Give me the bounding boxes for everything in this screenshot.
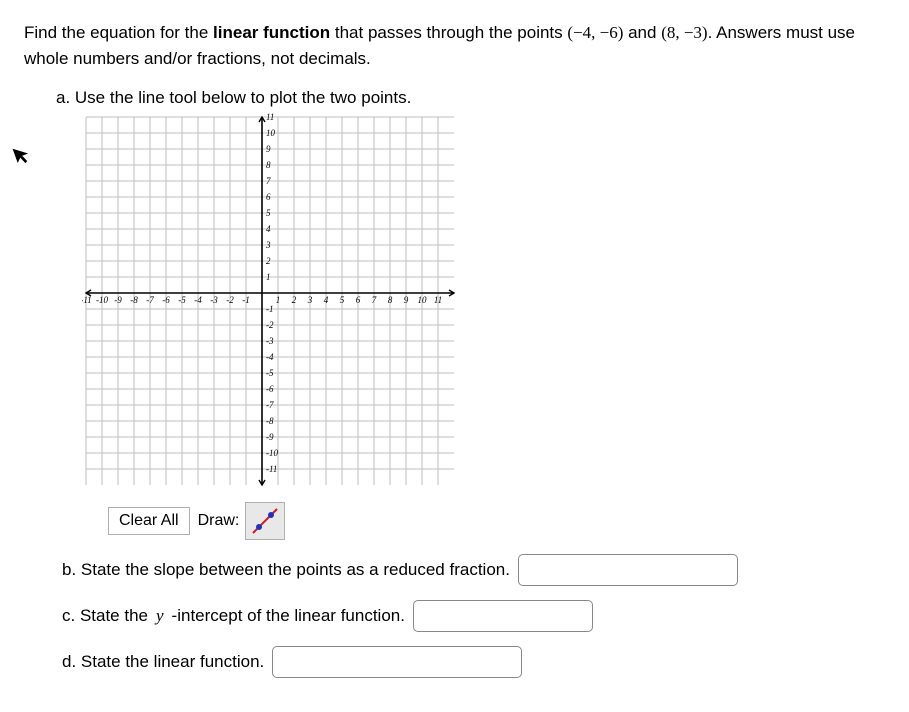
linear-function-input[interactable] [272, 646, 522, 678]
line-tool-button[interactable] [245, 502, 285, 540]
svg-text:-5: -5 [178, 295, 186, 305]
part-c: c. State the y -intercept of the linear f… [62, 600, 885, 632]
part-d-text: d. State the linear function. [62, 649, 264, 675]
svg-text:2: 2 [266, 256, 271, 266]
svg-text:-8: -8 [130, 295, 138, 305]
svg-text:10: 10 [266, 128, 276, 138]
svg-text:-10: -10 [266, 448, 278, 458]
svg-text:6: 6 [356, 295, 361, 305]
question-mid1: that passes through the points [330, 23, 567, 42]
svg-text:-6: -6 [162, 295, 170, 305]
svg-text:-2: -2 [266, 320, 274, 330]
slope-input[interactable] [518, 554, 738, 586]
svg-text:9: 9 [404, 295, 409, 305]
question-mid2: and [623, 23, 661, 42]
part-b-text: b. State the slope between the points as… [62, 557, 510, 583]
draw-label: Draw: [196, 509, 240, 533]
svg-text:-4: -4 [194, 295, 202, 305]
svg-text:-3: -3 [210, 295, 218, 305]
svg-text:8: 8 [388, 295, 393, 305]
part-d: d. State the linear function. [62, 646, 885, 678]
question-stem: Find the equation for the linear functio… [24, 20, 885, 71]
y-intercept-input[interactable] [413, 600, 593, 632]
svg-text:-9: -9 [114, 295, 122, 305]
svg-text:-1: -1 [242, 295, 250, 305]
svg-text:-6: -6 [266, 384, 274, 394]
svg-text:1: 1 [266, 272, 271, 282]
svg-text:10: 10 [418, 295, 428, 305]
svg-text:4: 4 [324, 295, 329, 305]
svg-text:-5: -5 [266, 368, 274, 378]
svg-text:-11: -11 [266, 464, 277, 474]
svg-text:5: 5 [340, 295, 345, 305]
svg-text:9: 9 [266, 144, 271, 154]
svg-text:6: 6 [266, 192, 271, 202]
svg-text:7: 7 [372, 295, 377, 305]
cursor-icon [11, 142, 36, 176]
svg-text:2: 2 [292, 295, 297, 305]
svg-text:1: 1 [276, 295, 281, 305]
question-prefix: Find the equation for the [24, 23, 213, 42]
question-point2: (8, −3) [661, 23, 707, 42]
svg-text:-4: -4 [266, 352, 274, 362]
svg-text:11: 11 [434, 295, 442, 305]
graph-toolbar: Clear All Draw: [108, 502, 885, 540]
svg-text:-10: -10 [96, 295, 108, 305]
svg-text:5: 5 [266, 208, 271, 218]
line-tool-icon [249, 505, 281, 537]
svg-text:7: 7 [266, 176, 271, 186]
svg-text:-8: -8 [266, 416, 274, 426]
graph-container[interactable]: -11-11-10-10-9-9-8-8-7-7-6-6-5-5-4-4-3-3… [82, 113, 885, 497]
svg-text:-7: -7 [266, 400, 274, 410]
svg-text:3: 3 [265, 240, 271, 250]
clear-all-button[interactable]: Clear All [108, 507, 190, 535]
part-c-prefix: c. State the [62, 603, 148, 629]
part-b: b. State the slope between the points as… [62, 554, 885, 586]
svg-text:-7: -7 [146, 295, 154, 305]
question-point1: (−4, −6) [567, 23, 623, 42]
part-a-label: a. Use the line tool below to plot the t… [56, 85, 885, 111]
coordinate-grid[interactable]: -11-11-10-10-9-9-8-8-7-7-6-6-5-5-4-4-3-3… [82, 113, 458, 489]
svg-text:-3: -3 [266, 336, 274, 346]
svg-text:11: 11 [266, 113, 274, 122]
svg-text:-1: -1 [266, 304, 274, 314]
svg-text:4: 4 [266, 224, 271, 234]
svg-text:3: 3 [307, 295, 313, 305]
part-c-var: y [156, 603, 164, 629]
part-c-suffix: -intercept of the linear function. [172, 603, 405, 629]
svg-text:-9: -9 [266, 432, 274, 442]
svg-text:-2: -2 [226, 295, 234, 305]
question-bold-phrase: linear function [213, 23, 330, 42]
svg-text:8: 8 [266, 160, 271, 170]
svg-text:-11: -11 [82, 295, 92, 305]
